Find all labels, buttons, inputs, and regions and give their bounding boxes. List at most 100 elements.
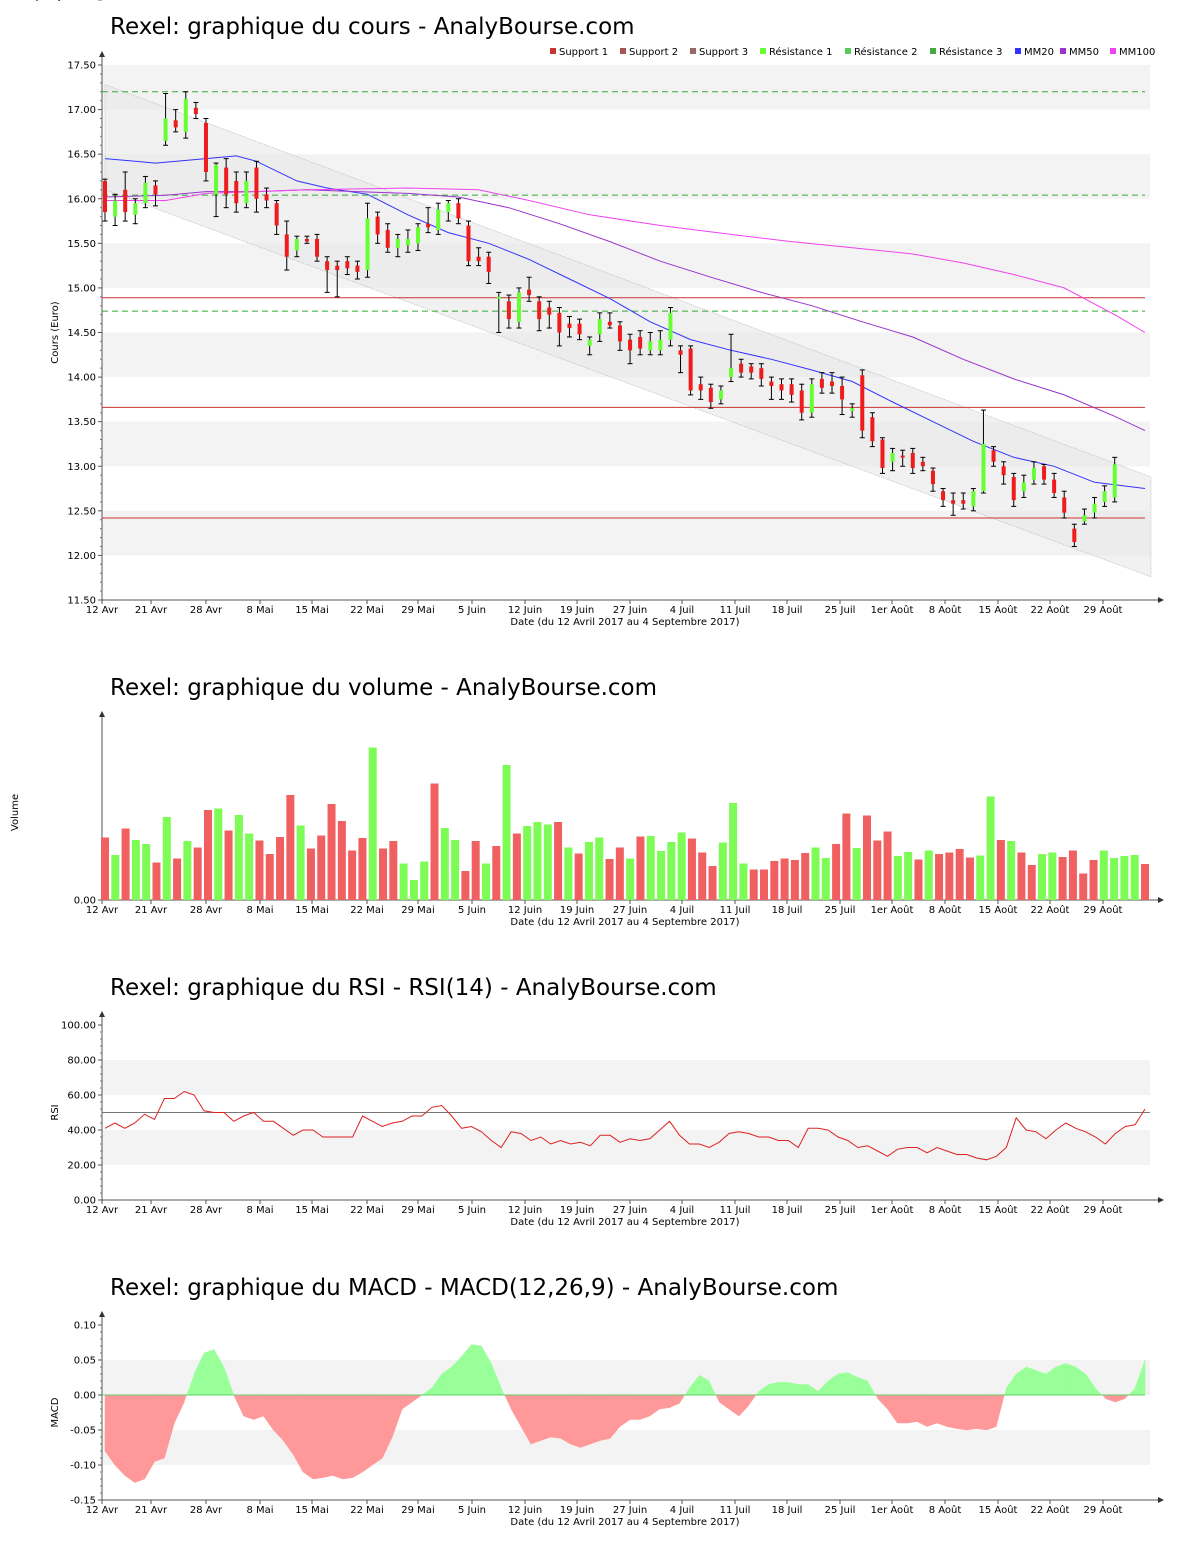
candle-body: [1011, 476, 1016, 501]
candle-body: [496, 296, 501, 299]
y-tick-label: 20.00: [67, 1161, 96, 1172]
volume-bar: [801, 853, 810, 900]
x-tick-label: 18 Juil: [772, 1205, 803, 1216]
macd-area: [570, 1394, 581, 1448]
x-axis-label: Date (du 12 Avril 2017 au 4 Septembre 20…: [510, 1517, 739, 1528]
candle-body: [951, 500, 956, 504]
macd-area: [756, 1391, 759, 1395]
y-tick-label: -0.10: [70, 1461, 96, 1472]
volume-bar: [708, 866, 717, 900]
x-tick-label: 29 Août: [1084, 904, 1123, 916]
candle-body: [547, 307, 552, 315]
x-tick-label: 18 Juil: [772, 605, 803, 616]
volume-bar: [337, 821, 346, 900]
macd-area: [738, 1394, 750, 1417]
grid-band: [102, 65, 1150, 110]
candle-body: [658, 339, 663, 351]
x-tick-label: 18 Juil: [772, 1505, 803, 1516]
candle-body: [829, 381, 834, 386]
legend-label: MM20: [1024, 47, 1054, 58]
y-tick-label: 17.00: [67, 105, 96, 116]
y-tick-label: 80.00: [67, 1056, 96, 1067]
candle-body: [597, 319, 602, 335]
macd-area: [154, 1394, 165, 1462]
candle-body: [648, 341, 653, 351]
volume-bar: [821, 858, 830, 900]
x-tick-label: 12 Juin: [508, 905, 542, 916]
candle-body: [1052, 479, 1057, 493]
volume-bar: [904, 852, 913, 900]
candle-body: [113, 200, 118, 217]
volume-bar: [636, 836, 645, 900]
x-tick-label: 22 Août: [1031, 604, 1070, 616]
x-tick-label: 5 Juin: [458, 605, 486, 616]
macd-area: [1125, 1395, 1129, 1399]
x-tick-label: 21 Avr: [135, 1505, 168, 1516]
y-axis-arrow: [99, 1311, 105, 1317]
candle-body: [315, 238, 320, 257]
volume-bar: [1120, 856, 1129, 900]
candle-body: [638, 336, 643, 349]
macd-area: [639, 1394, 651, 1420]
y-tick-label: 12.50: [67, 506, 96, 517]
volume-bar: [173, 858, 182, 900]
macd-area: [302, 1394, 314, 1480]
volume-bar: [595, 837, 604, 900]
macd-area: [243, 1394, 254, 1420]
macd-area: [401, 1394, 413, 1410]
macd-area: [1004, 1388, 1007, 1395]
candle-body: [1082, 515, 1087, 522]
candle-body: [294, 238, 299, 251]
y-tick-label: -0.05: [70, 1426, 96, 1437]
candle-body: [537, 301, 542, 320]
macd-area: [530, 1394, 542, 1445]
volume-bar: [729, 803, 738, 900]
volume-bar: [296, 825, 305, 900]
y-tick-label: 1,500,000.00: [29, 0, 96, 3]
candle-body: [426, 223, 431, 228]
candle-body: [1042, 466, 1047, 480]
x-tick-label: 15 Août: [979, 904, 1018, 916]
x-tick-label: 5 Juin: [458, 905, 486, 916]
y-tick-label: 0.05: [74, 1356, 96, 1367]
volume-bar: [1027, 865, 1036, 900]
volume-bar: [317, 835, 326, 900]
volume-bar: [1038, 854, 1047, 900]
y-tick-label: 3,500,000.00: [29, 0, 96, 3]
volume-bar: [121, 828, 130, 900]
macd-area: [253, 1394, 264, 1420]
x-tick-label: 27 Juin: [613, 905, 647, 916]
legend-swatch: [760, 48, 766, 54]
x-tick-label: 11 Juil: [720, 905, 751, 916]
macd-area: [659, 1394, 670, 1410]
x-tick-label: 21 Avr: [135, 905, 168, 916]
volume-bar: [965, 857, 974, 900]
macd-area: [936, 1394, 948, 1427]
candle-body: [729, 368, 734, 378]
candle-body: [1021, 482, 1026, 492]
volume-bar: [543, 824, 552, 900]
rsi-line: [104, 1090, 1146, 1161]
candle-body: [244, 180, 249, 204]
trend-channel: [104, 84, 1152, 578]
legend-label: Support 1: [559, 47, 608, 58]
chart-title: Rexel: graphique du cours - AnalyBourse.…: [110, 14, 635, 40]
chart-title: Rexel: graphique du MACD - MACD(12,26,9)…: [110, 1275, 838, 1301]
x-tick-label: 8 Mai: [246, 1205, 273, 1216]
candle-body: [668, 312, 673, 340]
macd-area: [669, 1394, 680, 1408]
macd-area: [203, 1349, 215, 1396]
x-tick-label: 4 Juil: [670, 1505, 694, 1516]
candle-body: [779, 384, 784, 391]
y-axis-label: Cours (Euro): [50, 301, 61, 364]
legend-label: Support 3: [699, 47, 748, 58]
candle-body: [799, 390, 804, 413]
legend-label: Résistance 3: [939, 46, 1002, 58]
x-tick-label: 28 Avr: [190, 1205, 223, 1216]
x-tick-label: 8 Mai: [246, 1505, 273, 1516]
x-tick-label: 27 Juin: [613, 1505, 647, 1516]
x-tick-label: 21 Avr: [135, 1205, 168, 1216]
macd-area: [629, 1394, 641, 1420]
macd-area: [1025, 1366, 1037, 1396]
volume-bar: [276, 837, 285, 900]
